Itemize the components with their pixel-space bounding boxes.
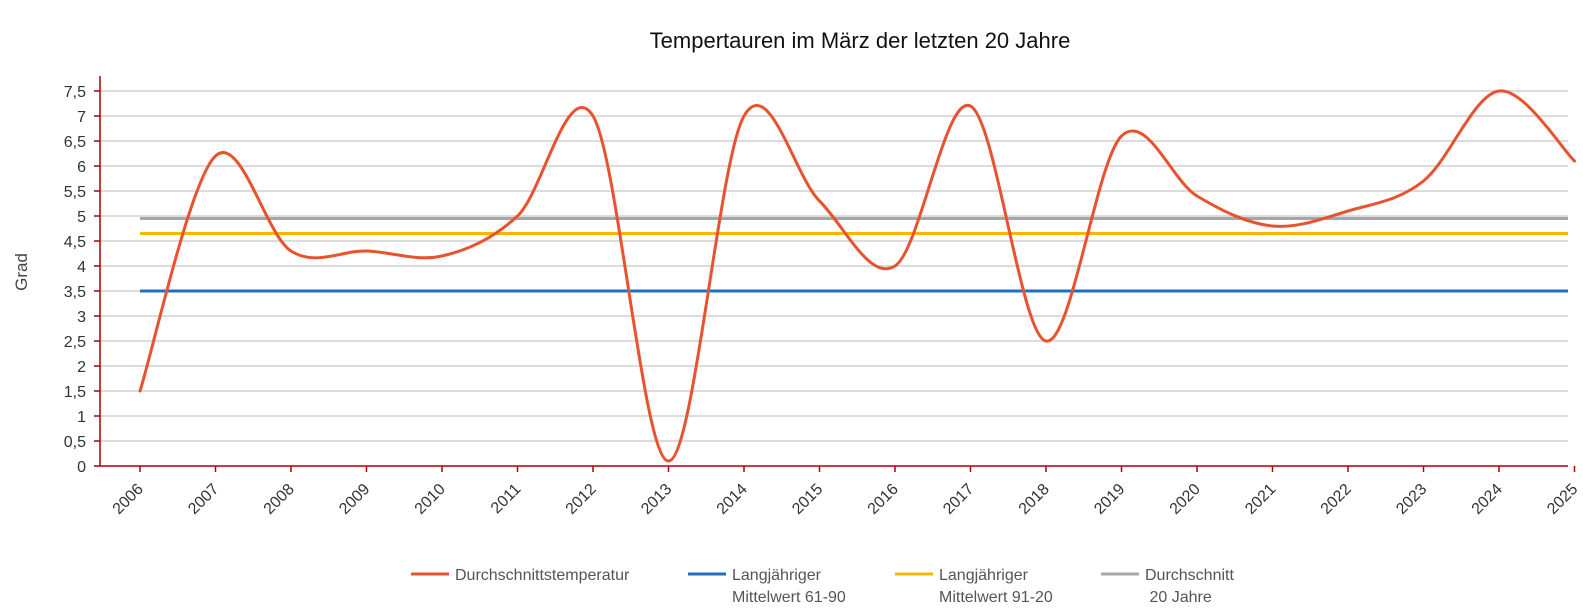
series-line-0: [138, 89, 1576, 463]
y-tick-label: 6,5: [64, 134, 86, 151]
data-point: [743, 115, 746, 118]
legend-item: Langjähriger Mittelwert 61-90: [688, 567, 846, 606]
legend-label: Langjähriger Mittelwert 61-90: [732, 567, 846, 606]
legend-item: Durchschnittstemperatur: [411, 567, 630, 584]
series-layer: [138, 89, 1576, 463]
data-point: [1120, 135, 1123, 138]
y-tick-label: 2,5: [64, 334, 86, 351]
y-tick-label: 1,5: [64, 384, 86, 401]
x-tick-label: 2024: [1469, 481, 1506, 518]
data-point: [818, 200, 821, 203]
legend-label: Langjähriger Mittelwert 91-20: [939, 567, 1053, 606]
y-tick-label: 1: [77, 409, 86, 426]
y-axis-label: Grad: [12, 253, 31, 291]
data-point: [969, 105, 972, 108]
y-tick-label: 5: [77, 209, 86, 226]
data-point: [516, 215, 519, 218]
data-point: [1498, 90, 1501, 93]
data-point: [667, 460, 670, 463]
chart-title: Tempertauren im März der letzten 20 Jahr…: [650, 28, 1071, 53]
x-tick-label: 2015: [789, 481, 826, 518]
x-tick-label: 2014: [714, 481, 751, 518]
data-point: [214, 155, 217, 158]
x-tick-label: 2022: [1318, 481, 1355, 518]
x-tick-label: 2009: [336, 481, 373, 518]
x-tick-label: 2008: [261, 481, 298, 518]
y-tick-label: 4: [77, 259, 86, 276]
y-tick-label: 3,5: [64, 284, 86, 301]
y-tick-labels: 0 0,5 1 1,5 2 2,5 3 3,5 4 4,5 5 5,5 6 6,5 7 7,5: [64, 84, 86, 476]
y-tick-label: 5,5: [64, 184, 86, 201]
data-point: [592, 115, 595, 118]
legend-item: Durchschnitt 20 Jahre: [1101, 567, 1234, 606]
legend: Durchschnittstemperatur Langjähriger Mitte…: [411, 567, 1234, 606]
x-tick-label: 2021: [1242, 481, 1279, 518]
data-point: [1045, 340, 1048, 343]
data-point: [1573, 160, 1576, 163]
x-tick-label: 2019: [1091, 481, 1128, 518]
gridlines: [100, 90, 1568, 442]
x-tick-label: 2011: [488, 481, 524, 517]
y-tick-label: 2: [77, 359, 86, 376]
data-point: [1196, 195, 1199, 198]
x-tick-label: 2007: [185, 481, 222, 518]
data-point: [1271, 225, 1274, 228]
y-tick-label: 7,5: [64, 84, 86, 101]
y-tick-label: 0: [77, 459, 86, 476]
data-point: [894, 265, 897, 268]
x-tick-label: 2023: [1393, 481, 1430, 518]
x-tick-label: 2006: [110, 481, 147, 518]
y-tick-label: 7: [77, 109, 86, 126]
x-tick-label: 2018: [1016, 481, 1053, 518]
y-tick-label: 4,5: [64, 234, 86, 251]
y-tick-label: 6: [77, 159, 86, 176]
data-point: [1422, 180, 1425, 183]
y-tick-label: 0,5: [64, 434, 86, 451]
data-point: [290, 250, 293, 253]
x-tick-label: 2016: [865, 481, 902, 518]
legend-item: Langjähriger Mittelwert 91-20: [895, 567, 1053, 606]
data-point: [1347, 210, 1350, 213]
data-point: [441, 255, 444, 258]
x-tick-label: 2010: [412, 481, 449, 518]
x-tick-label: 2017: [940, 481, 977, 518]
x-tick-label: 2025: [1544, 481, 1581, 518]
data-point: [139, 390, 142, 393]
x-tick-label: 2020: [1167, 481, 1204, 518]
axes: [94, 76, 1576, 472]
x-tick-label: 2013: [638, 481, 675, 518]
legend-label: Durchschnitt 20 Jahre: [1145, 567, 1234, 606]
data-point: [365, 250, 368, 253]
y-tick-label: 3: [77, 309, 86, 326]
x-tick-label: 2012: [563, 481, 600, 518]
legend-label: Durchschnittstemperatur: [455, 567, 630, 584]
x-tick-labels: 2006 2007 2008 2009 2010 2011 2012 2013 2014 2015…: [110, 481, 1582, 518]
